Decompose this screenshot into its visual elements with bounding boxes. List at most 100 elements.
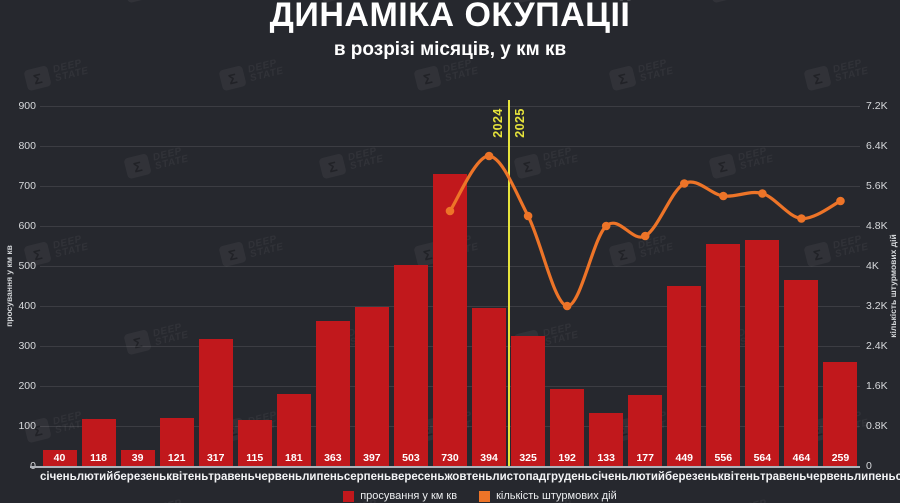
month-label: березень (113, 471, 167, 483)
bar-value-label: 115 (246, 452, 264, 464)
bar-value-label: 397 (363, 452, 381, 464)
bar: 40 (42, 450, 77, 466)
month-label: травень (760, 471, 807, 483)
bar: 730 (433, 174, 467, 466)
bar: 464 (784, 280, 819, 466)
bar-slot: 394 (470, 106, 509, 466)
bar: 449 (667, 286, 702, 466)
bar-slot: 118 (79, 106, 118, 466)
line-point-marker (562, 301, 572, 311)
bar-series-swatch-icon (343, 490, 355, 502)
bar: 394 (472, 308, 507, 466)
month-label: червень (806, 471, 854, 483)
legend: просування у км кв кількість штурмових д… (30, 490, 900, 502)
bar-value-label: 259 (831, 452, 850, 464)
legend-item-advance: просування у км кв (343, 490, 457, 502)
month-label: жовтень (444, 471, 493, 483)
legend-label-advance: просування у км кв (360, 490, 458, 502)
bar-value-label: 317 (206, 452, 225, 464)
assault-actions-line-chart (445, 151, 845, 311)
bar-value-label: 564 (753, 452, 772, 464)
line-point-marker (601, 221, 611, 231)
bar: 564 (745, 240, 780, 466)
bar-slot: 40 (40, 106, 79, 466)
bar-value-label: 556 (714, 452, 733, 464)
month-label: червень (254, 471, 303, 483)
left-axis-tick: 400 (18, 300, 36, 312)
line-path (448, 154, 843, 308)
month-label: лютий (628, 471, 666, 483)
month-label: березень (665, 471, 718, 483)
bar-value-label: 133 (597, 452, 615, 464)
x-axis-line (30, 466, 860, 468)
bar: 325 (511, 336, 546, 466)
right-axis-tick: 7.2K (866, 100, 888, 112)
month-label: лютий (76, 471, 114, 483)
bar-value-label: 181 (285, 452, 303, 464)
x-axis-month-labels: січень лютий березень квітень травень червень… (40, 471, 900, 483)
bar-slot: 115 (235, 106, 274, 466)
deepstate-logo-icon: Σ (23, 65, 52, 92)
month-label: грудень (546, 471, 592, 483)
line-point-marker (679, 179, 689, 188)
page-title: ДИНАМІКА ОКУПАЦІЇ (269, 0, 631, 34)
left-axis-tick: 100 (18, 420, 36, 432)
bar-value-label: 464 (792, 452, 811, 464)
month-label: квітень (717, 471, 760, 483)
line-point-marker (836, 196, 845, 206)
bar: 259 (823, 362, 858, 466)
line-point-marker (758, 189, 767, 198)
line-point-marker (640, 231, 650, 241)
bar-slot: 121 (157, 106, 196, 466)
bar-value-label: 325 (519, 452, 537, 464)
left-axis-title: просування у км кв (4, 245, 14, 327)
right-axis-tick: 1.6K (866, 380, 888, 392)
bar-value-label: 363 (324, 452, 342, 464)
legend-item-assaults: кількість штурмових дій (479, 490, 617, 502)
bar-value-label: 449 (675, 452, 694, 464)
bar-value-label: 118 (90, 452, 108, 464)
line-point-marker (797, 214, 806, 223)
bar-slot: 464 (782, 106, 821, 466)
bar-slot: 449 (665, 106, 704, 466)
deepstate-logo-icon: Σ (608, 65, 637, 92)
page-subtitle: в розрізі місяців, у км кв (333, 39, 567, 60)
bar-slot: 192 (548, 106, 587, 466)
left-axis-tick: 700 (18, 180, 36, 192)
month-label: липень (302, 471, 344, 483)
bar: 133 (589, 413, 624, 466)
line-point-marker (484, 151, 494, 161)
month-label: липень (853, 471, 896, 483)
right-axis-tick: 4K (866, 260, 879, 272)
right-axis-tick: 3.2K (866, 300, 888, 312)
bar-value-label: 121 (167, 452, 186, 464)
bar: 39 (120, 450, 155, 466)
month-label: січень (591, 471, 629, 483)
gridline (40, 106, 860, 107)
deepstate-logo-icon: Σ (218, 65, 247, 92)
legend-label-assaults: кількість штурмових дій (496, 490, 617, 502)
bar: 192 (550, 389, 585, 466)
bar-value-label: 730 (441, 452, 459, 464)
month-label: квітень (166, 471, 209, 483)
right-axis-tick: 5.6K (866, 180, 888, 192)
bar-value-label: 177 (636, 452, 654, 464)
bar: 121 (159, 418, 194, 466)
bar: 181 (276, 394, 311, 466)
bar-slot: 317 (196, 106, 235, 466)
bar-slot: 363 (313, 106, 352, 466)
left-axis-tick: 600 (18, 220, 36, 232)
gridline (40, 146, 860, 147)
bar: 397 (354, 307, 389, 466)
bar-slot: 564 (743, 106, 782, 466)
month-label: листопад (492, 471, 547, 483)
left-axis-tick: 300 (18, 340, 36, 352)
bar: 118 (81, 419, 116, 466)
bar-slot: 556 (704, 106, 743, 466)
month-label: травень (208, 471, 255, 483)
left-axis-tick: 200 (18, 380, 36, 392)
